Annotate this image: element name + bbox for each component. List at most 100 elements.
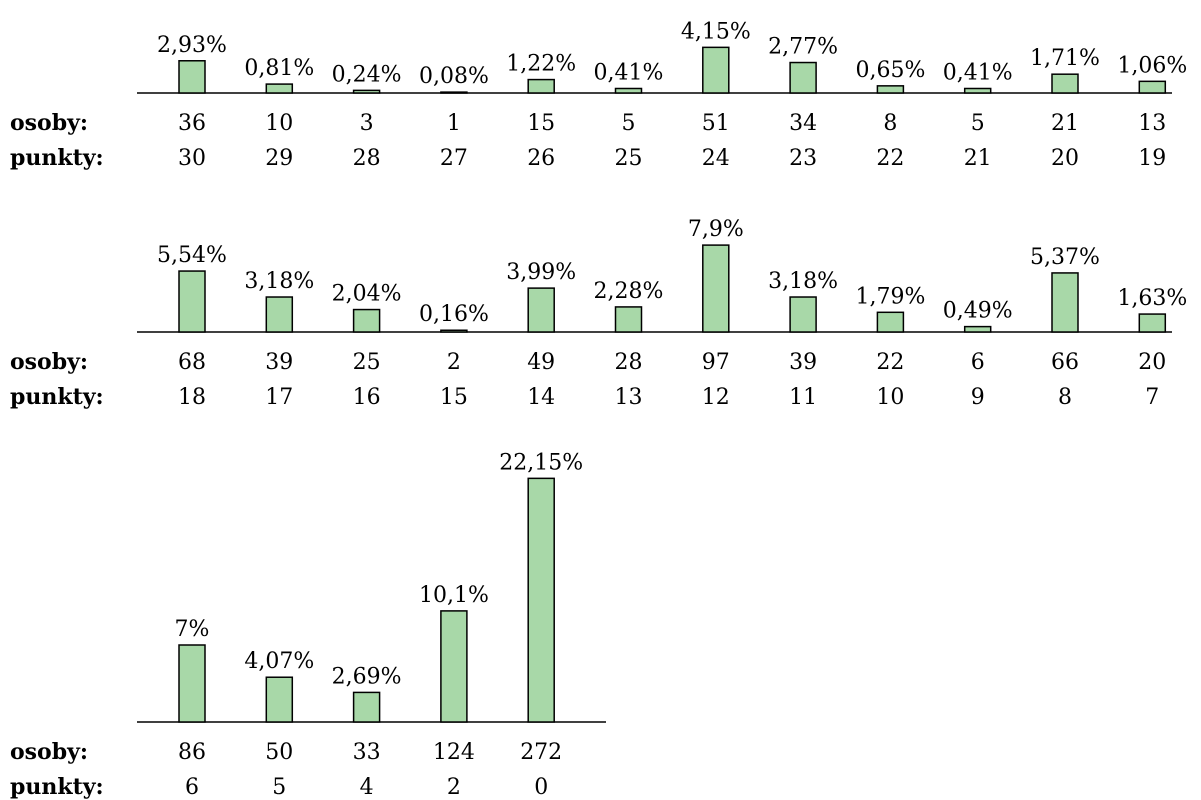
- people-count: 50: [265, 740, 293, 765]
- points-tick-label: 25: [615, 146, 643, 171]
- people-count: 15: [527, 111, 555, 136]
- points-tick-label: 18: [178, 385, 206, 410]
- data-label: 2,93%: [157, 33, 227, 58]
- row-label-people: osoby:: [10, 349, 88, 375]
- people-count: 86: [178, 740, 206, 765]
- bar: [702, 244, 730, 333]
- points-tick-label: 5: [272, 775, 286, 800]
- data-label: 0,49%: [943, 299, 1013, 324]
- people-count: 6: [971, 350, 985, 375]
- people-count: 51: [702, 111, 730, 136]
- points-tick-label: 6: [185, 775, 199, 800]
- bar: [876, 85, 905, 94]
- bar: [440, 610, 468, 723]
- points-tick-label: 7: [1145, 385, 1159, 410]
- bar: [352, 89, 381, 94]
- people-count: 8: [883, 111, 897, 136]
- points-tick-label: 19: [1138, 146, 1166, 171]
- data-label: 0,16%: [419, 302, 489, 327]
- people-count: 33: [353, 740, 381, 765]
- data-label: 2,77%: [768, 35, 838, 60]
- people-count: 25: [353, 350, 381, 375]
- points-tick-label: 22: [876, 146, 904, 171]
- row-label-people: osoby:: [10, 110, 88, 136]
- points-tick-label: 13: [615, 385, 643, 410]
- people-count: 22: [876, 350, 904, 375]
- bar: [352, 691, 381, 723]
- points-tick-label: 17: [265, 385, 293, 410]
- bar: [265, 83, 294, 94]
- data-label: 0,65%: [855, 58, 925, 83]
- data-label: 5,37%: [1030, 245, 1100, 270]
- data-label: 5,54%: [157, 243, 227, 268]
- people-count: 2: [447, 350, 461, 375]
- row-label-points: punkty:: [10, 774, 104, 800]
- bar: [527, 78, 555, 94]
- data-label: 3,99%: [506, 260, 576, 285]
- people-count: 28: [615, 350, 643, 375]
- people-count: 3: [360, 111, 374, 136]
- people-count: 49: [527, 350, 555, 375]
- points-tick-label: 21: [964, 146, 992, 171]
- people-count: 5: [622, 111, 636, 136]
- points-tick-label: 30: [178, 146, 206, 171]
- data-label: 0,41%: [943, 60, 1013, 85]
- points-tick-label: 14: [527, 385, 555, 410]
- people-count: 97: [702, 350, 730, 375]
- bar: [178, 60, 206, 94]
- bar: [265, 676, 294, 723]
- people-count: 21: [1051, 111, 1079, 136]
- bar: [440, 91, 468, 94]
- bar: [963, 325, 992, 333]
- bar: [876, 311, 905, 333]
- data-label: 2,69%: [332, 664, 402, 689]
- bar: [178, 644, 206, 723]
- people-count: 1: [447, 111, 461, 136]
- points-tick-label: 9: [971, 385, 985, 410]
- data-label: 10,1%: [419, 583, 489, 608]
- data-label: 1,79%: [855, 284, 925, 309]
- people-count: 272: [520, 740, 562, 765]
- data-label: 7%: [175, 617, 210, 642]
- bar: [527, 287, 555, 333]
- bar: [963, 87, 992, 94]
- data-label: 1,71%: [1030, 46, 1100, 71]
- points-tick-label: 0: [534, 775, 548, 800]
- bar: [1138, 80, 1167, 94]
- people-count: 68: [178, 350, 206, 375]
- points-tick-label: 20: [1051, 146, 1079, 171]
- data-label: 4,15%: [681, 19, 751, 44]
- points-tick-label: 29: [265, 146, 293, 171]
- points-tick-label: 10: [876, 385, 904, 410]
- bar: [1051, 73, 1079, 94]
- bar: [178, 270, 206, 333]
- bar: [440, 329, 468, 333]
- people-count: 66: [1051, 350, 1079, 375]
- bar: [614, 87, 643, 94]
- row-label-points: punkty:: [10, 145, 104, 171]
- points-tick-label: 26: [527, 146, 555, 171]
- points-tick-label: 16: [353, 385, 381, 410]
- data-label: 1,22%: [506, 52, 576, 77]
- people-count: 34: [789, 111, 817, 136]
- bar: [352, 308, 381, 333]
- people-count: 5: [971, 111, 985, 136]
- people-count: 20: [1138, 350, 1166, 375]
- data-label: 3,18%: [244, 269, 314, 294]
- bar: [702, 46, 730, 94]
- data-label: 2,28%: [594, 279, 664, 304]
- data-label: 0,81%: [244, 56, 314, 81]
- people-count: 13: [1138, 111, 1166, 136]
- points-tick-label: 23: [789, 146, 817, 171]
- bar: [789, 61, 817, 94]
- data-label: 4,07%: [244, 649, 314, 674]
- data-label: 0,08%: [419, 64, 489, 89]
- points-tick-label: 15: [440, 385, 468, 410]
- row-label-points: punkty:: [10, 384, 104, 410]
- points-tick-label: 27: [440, 146, 468, 171]
- bar: [789, 296, 817, 333]
- data-label: 3,18%: [768, 269, 838, 294]
- bar: [614, 306, 643, 333]
- points-tick-label: 2: [447, 775, 461, 800]
- points-tick-label: 24: [702, 146, 730, 171]
